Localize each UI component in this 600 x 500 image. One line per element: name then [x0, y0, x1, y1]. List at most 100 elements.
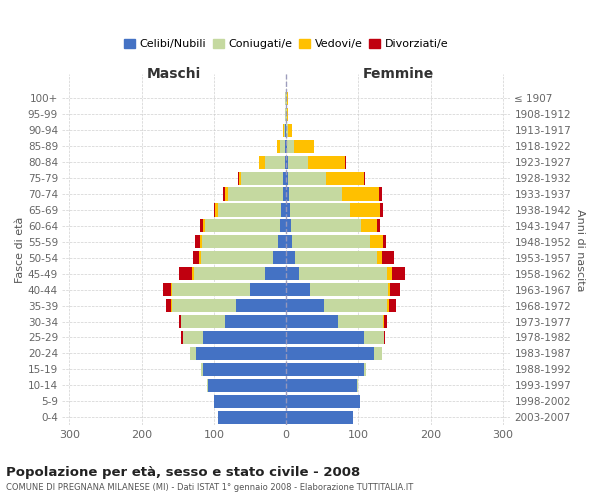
Bar [361, 220, 377, 232]
Bar [239, 172, 241, 184]
Bar [280, 140, 286, 153]
Bar [384, 315, 386, 328]
Bar [388, 267, 392, 280]
Bar [200, 236, 202, 248]
Bar [205, 220, 280, 232]
Bar [379, 188, 382, 200]
Bar [290, 220, 361, 232]
Bar [201, 252, 273, 264]
Bar [277, 140, 280, 153]
Bar [163, 283, 170, 296]
Bar [265, 267, 286, 280]
Bar [364, 331, 385, 344]
Bar [286, 331, 364, 344]
Bar [215, 204, 218, 216]
Bar [383, 236, 386, 248]
Bar [286, 156, 287, 168]
Bar [203, 331, 286, 344]
Bar [295, 252, 377, 264]
Bar [326, 172, 364, 184]
Bar [292, 236, 370, 248]
Bar [281, 204, 286, 216]
Bar [194, 267, 265, 280]
Bar [289, 188, 342, 200]
Bar [179, 315, 181, 328]
Y-axis label: Fasce di età: Fasce di età [15, 216, 25, 283]
Bar [286, 394, 360, 408]
Bar [286, 299, 324, 312]
Bar [283, 124, 284, 137]
Bar [236, 299, 286, 312]
Bar [286, 220, 290, 232]
Bar [289, 124, 292, 137]
Bar [200, 220, 203, 232]
Bar [195, 236, 200, 248]
Bar [285, 156, 286, 168]
Bar [201, 363, 203, 376]
Bar [389, 299, 396, 312]
Text: Popolazione per età, sesso e stato civile - 2008: Popolazione per età, sesso e stato civil… [6, 466, 360, 479]
Bar [364, 363, 367, 376]
Bar [287, 108, 289, 121]
Bar [283, 172, 286, 184]
Bar [342, 188, 379, 200]
Bar [183, 331, 203, 344]
Bar [286, 140, 287, 153]
Bar [265, 156, 285, 168]
Bar [287, 156, 308, 168]
Bar [202, 236, 278, 248]
Bar [299, 267, 388, 280]
Bar [214, 394, 286, 408]
Bar [226, 188, 229, 200]
Bar [286, 252, 295, 264]
Bar [286, 283, 310, 296]
Bar [192, 267, 194, 280]
Bar [172, 299, 236, 312]
Bar [250, 283, 286, 296]
Bar [383, 315, 384, 328]
Bar [286, 315, 338, 328]
Bar [181, 315, 225, 328]
Bar [350, 204, 380, 216]
Bar [294, 140, 314, 153]
Bar [190, 347, 196, 360]
Bar [388, 283, 390, 296]
Bar [196, 347, 286, 360]
Legend: Celibi/Nubili, Coniugati/e, Vedovi/e, Divorziati/e: Celibi/Nubili, Coniugati/e, Vedovi/e, Di… [119, 34, 453, 54]
Bar [382, 252, 394, 264]
Bar [283, 188, 286, 200]
Bar [324, 299, 388, 312]
Bar [286, 188, 289, 200]
Bar [286, 172, 289, 184]
Bar [286, 379, 357, 392]
Bar [286, 124, 289, 137]
Bar [273, 252, 286, 264]
Bar [278, 236, 286, 248]
Bar [238, 172, 239, 184]
Bar [259, 156, 265, 168]
Text: COMUNE DI PREGNANA MILANESE (MI) - Dati ISTAT 1° gennaio 2008 - Elaborazione TUT: COMUNE DI PREGNANA MILANESE (MI) - Dati … [6, 484, 413, 492]
Bar [170, 283, 172, 296]
Bar [214, 204, 215, 216]
Bar [203, 363, 286, 376]
Bar [364, 172, 365, 184]
Bar [241, 172, 283, 184]
Bar [289, 172, 326, 184]
Bar [199, 252, 201, 264]
Bar [310, 283, 388, 296]
Bar [377, 220, 380, 232]
Bar [338, 315, 383, 328]
Bar [218, 204, 281, 216]
Bar [223, 188, 226, 200]
Bar [380, 204, 383, 216]
Bar [388, 299, 389, 312]
Bar [286, 236, 292, 248]
Bar [193, 252, 199, 264]
Bar [286, 347, 374, 360]
Bar [290, 204, 350, 216]
Bar [172, 283, 250, 296]
Bar [286, 204, 290, 216]
Y-axis label: Anni di nascita: Anni di nascita [575, 208, 585, 291]
Bar [370, 236, 383, 248]
Bar [286, 267, 299, 280]
